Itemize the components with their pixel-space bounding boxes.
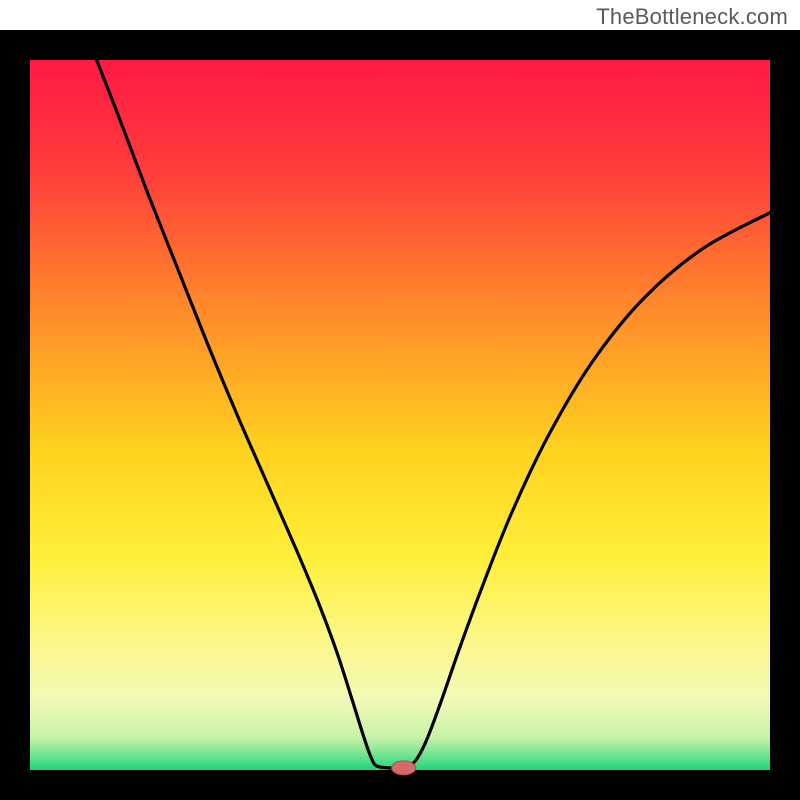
chart-container: TheBottleneck.com	[0, 0, 800, 800]
optimum-marker	[392, 761, 416, 775]
bottleneck-chart	[0, 0, 800, 800]
watermark-text: TheBottleneck.com	[596, 4, 788, 30]
